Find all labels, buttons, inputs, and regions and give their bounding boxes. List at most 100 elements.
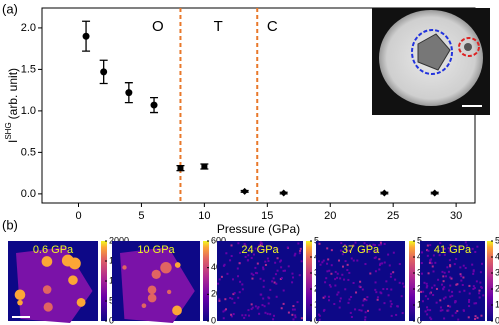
heatmap-noise: [447, 304, 450, 307]
heatmap-noise: [258, 312, 261, 315]
heatmap-noise: [298, 274, 301, 277]
heatmap-noise: [442, 275, 445, 278]
data-point: [201, 163, 208, 170]
heatmap-noise: [291, 272, 294, 275]
heatmap-noise: [392, 251, 395, 254]
colorbar-tick-label: 3: [417, 267, 422, 277]
heatmap-noise: [350, 257, 353, 260]
heatmap-noise: [225, 252, 228, 255]
heatmap-noise: [361, 304, 364, 307]
heatmap-noise: [239, 280, 242, 283]
heatmap-noise: [336, 276, 339, 279]
heatmap-noise: [243, 316, 246, 319]
heatmap-noise: [339, 249, 342, 252]
heatmap-noise: [427, 297, 430, 300]
heatmap-noise: [461, 283, 464, 286]
heatmap-noise: [433, 284, 436, 287]
heatmap-noise: [294, 314, 297, 317]
heatmap-noise: [449, 284, 452, 287]
data-point: [82, 32, 90, 40]
heatmap-noise: [383, 242, 386, 245]
heatmap-noise: [460, 279, 463, 282]
heatmap-noise: [449, 265, 452, 268]
heatmap-noise: [262, 268, 265, 271]
heatmap-noise: [459, 273, 462, 276]
heatmap-noise: [241, 288, 244, 291]
heatmap-noise: [217, 282, 220, 285]
heatmap-noise: [375, 291, 378, 294]
heatmap-noise: [369, 272, 372, 275]
heatmap-noise: [339, 297, 342, 300]
heatmap-noise: [385, 280, 388, 283]
heatmap-noise: [449, 295, 452, 298]
heatmap-noise: [262, 279, 265, 282]
heatmap-noise: [463, 289, 466, 292]
heatmap-noise: [343, 278, 346, 281]
heatmap-noise: [222, 264, 225, 267]
heatmap-noise: [383, 261, 386, 264]
heatmap-noise: [269, 313, 272, 316]
heatmap-noise: [482, 294, 485, 297]
heatmap-noise: [229, 296, 232, 299]
heatmap-noise: [232, 293, 235, 296]
panel-label: (b): [2, 217, 18, 232]
heatmap-noise: [254, 305, 257, 308]
inset-marker: [411, 29, 453, 75]
heatmap-noise: [358, 309, 361, 312]
heatmap-noise: [352, 244, 355, 247]
heatmap-noise: [229, 259, 232, 262]
heatmap-noise: [443, 286, 446, 289]
heatmap-noise: [442, 247, 445, 250]
heatmap-noise: [449, 305, 452, 308]
heatmap-noise: [363, 242, 366, 245]
heatmap-noise: [264, 248, 267, 251]
colorbar-tick-label: 0: [417, 315, 422, 325]
heatmap-noise: [280, 277, 283, 280]
heatmap-noise: [388, 264, 391, 267]
heatmap-noise: [324, 281, 327, 284]
heatmap-noise: [294, 316, 297, 319]
data-point: [241, 187, 249, 195]
heatmap-noise: [374, 288, 377, 291]
heatmap-image: [217, 241, 303, 321]
heatmap-noise: [439, 242, 442, 245]
heatmap-noise: [445, 275, 448, 278]
heatmap-noise: [250, 303, 253, 306]
heatmap-noise: [361, 288, 364, 291]
heatmap-noise: [296, 301, 299, 304]
heatmap-spot: [174, 262, 181, 268]
heatmap-noise: [223, 309, 226, 312]
heatmap-noise: [374, 256, 377, 259]
heatmap-noise: [282, 269, 285, 272]
heatmap-noise: [468, 292, 471, 295]
heatmap-noise: [378, 244, 381, 247]
heatmap-noise: [338, 306, 341, 309]
heatmap-noise: [454, 311, 457, 314]
heatmap-noise: [233, 301, 236, 304]
heatmap-noise: [401, 282, 404, 285]
panel-label: (a): [2, 1, 18, 16]
heatmap-noise: [250, 272, 253, 275]
heatmap-noise: [287, 265, 290, 268]
heatmap-noise: [423, 281, 426, 284]
heatmap-noise: [292, 318, 295, 321]
heatmap-noise: [420, 262, 423, 265]
colorbar-tick-label: 2: [495, 283, 499, 293]
heatmap-noise: [346, 269, 349, 272]
heatmap-noise: [395, 313, 398, 316]
heatmap-noise: [468, 300, 471, 303]
heatmap-noise: [426, 308, 429, 311]
heatmap-noise: [439, 299, 442, 302]
heatmap-noise: [258, 248, 261, 251]
heatmap-noise: [264, 260, 267, 263]
heatmap-noise: [318, 242, 321, 245]
heatmap-noise: [258, 244, 261, 247]
heatmap-noise: [447, 247, 450, 250]
heatmap-noise: [264, 263, 267, 266]
heatmap-noise: [402, 285, 405, 288]
heatmap-noise: [238, 262, 241, 265]
heatmap-noise: [358, 285, 361, 288]
heatmap-noise: [424, 295, 427, 298]
phase-label: O: [152, 18, 164, 35]
y-tick-label: 2.0: [21, 22, 36, 34]
